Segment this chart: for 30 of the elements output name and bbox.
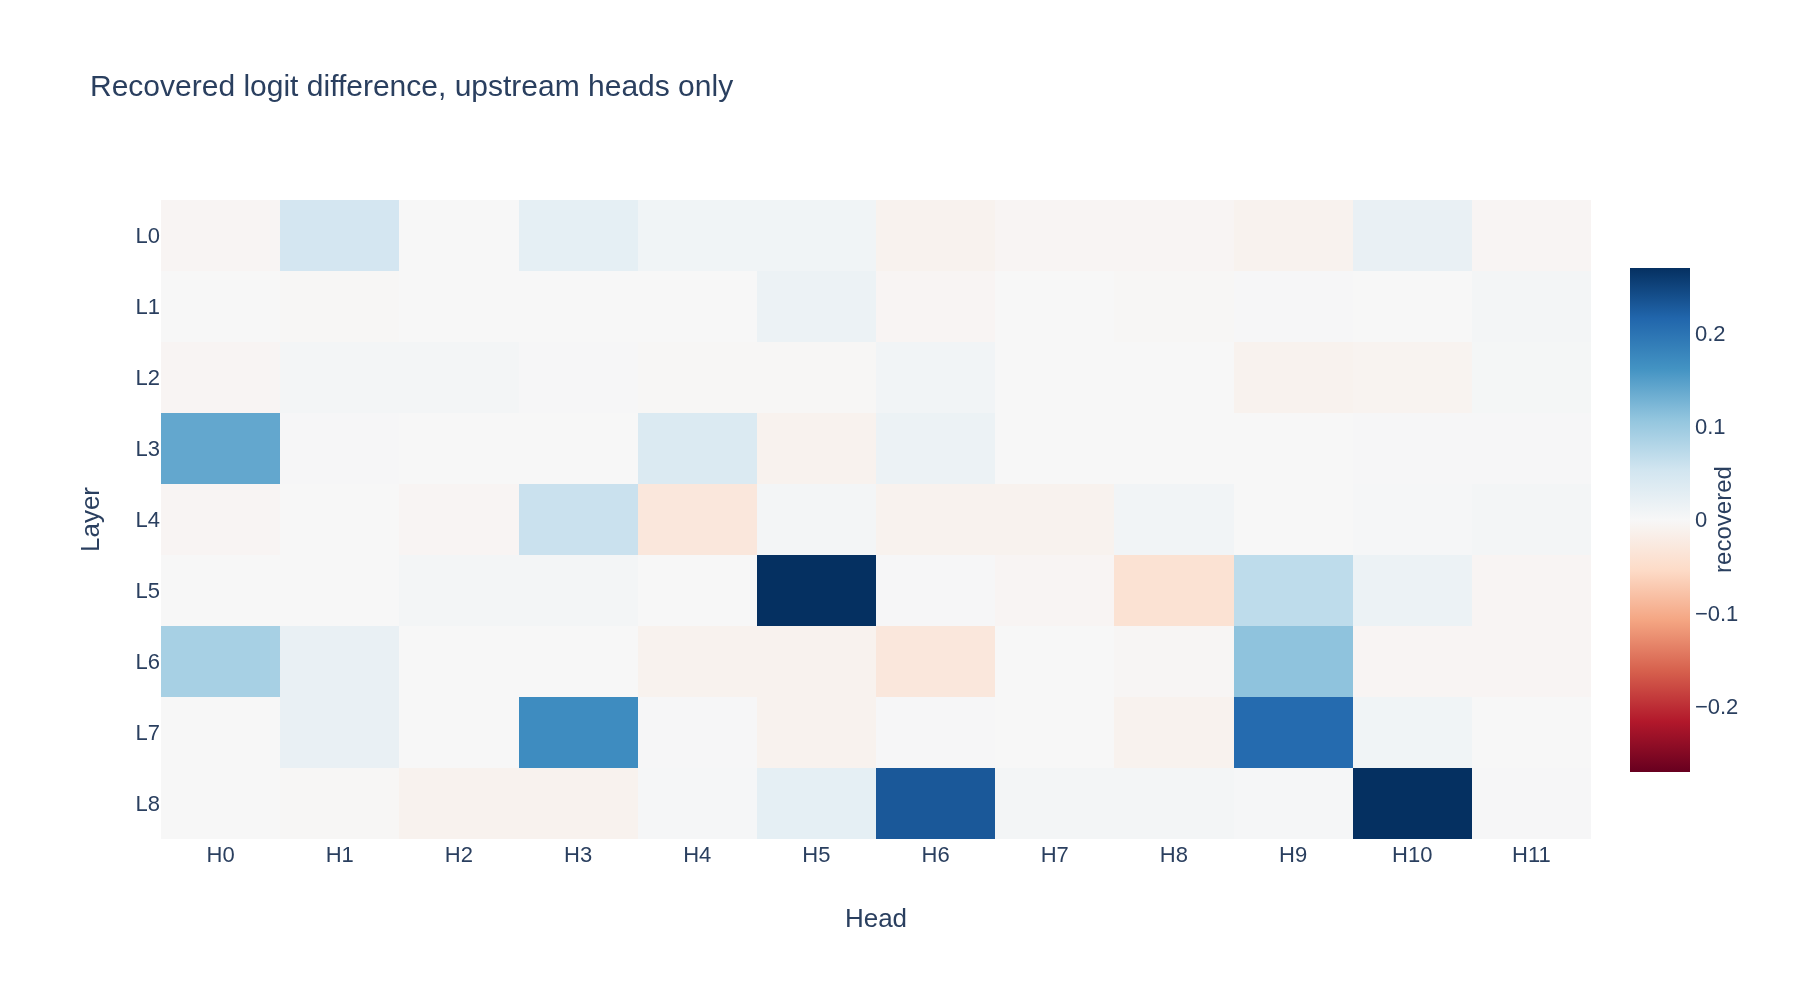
y-tick-label: L0: [135, 223, 160, 249]
x-tick-label: H10: [1392, 842, 1433, 867]
y-tick-label: L5: [135, 578, 160, 604]
x-tick-label: H1: [325, 842, 354, 867]
y-axis-title: Layer: [75, 486, 105, 553]
x-tick-label: H8: [1159, 842, 1188, 867]
y-tick-label: L1: [135, 294, 160, 320]
x-tick-label: H9: [1279, 842, 1308, 867]
x-tick-label: H0: [206, 842, 235, 867]
y-tick-label: L4: [135, 507, 160, 533]
y-tick-label: L6: [135, 649, 160, 675]
x-tick-label: H5: [802, 842, 831, 867]
y-tick-label: L8: [135, 791, 160, 817]
x-axis-title: Head: [844, 903, 908, 933]
x-tick-label: H2: [444, 842, 473, 867]
x-tick-label: H7: [1040, 842, 1069, 867]
y-tick-label: L3: [135, 436, 160, 462]
color-bar-label: −0.1: [1694, 600, 1739, 626]
color-bar-label: 0: [1694, 507, 1708, 533]
color-bar-label: 0.1: [1694, 413, 1726, 439]
x-tick-label: H4: [683, 842, 712, 867]
x-tick-label: H6: [921, 842, 950, 867]
color-bar-title: recovered: [1709, 466, 1737, 573]
y-tick-label: L2: [135, 365, 160, 391]
x-tick-label: H11: [1512, 842, 1551, 867]
color-bar-label: 0.2: [1694, 320, 1726, 346]
y-tick-label: L7: [135, 720, 160, 746]
x-tick-label: H3: [564, 842, 593, 867]
color-bar-label: −0.2: [1694, 693, 1739, 719]
chart-title: Recovered logit difference, upstream heads only: [90, 69, 734, 102]
